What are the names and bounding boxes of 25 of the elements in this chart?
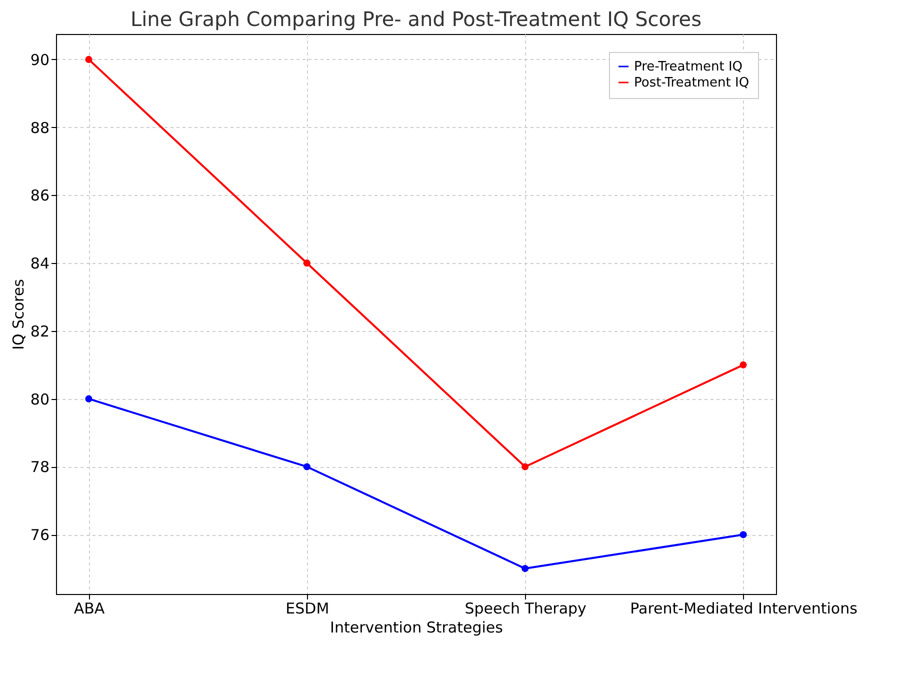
chart-title: Line Graph Comparing Pre- and Post-Treatment IQ Scores [130,7,702,31]
x-tick-label: ESDM [286,600,330,618]
point [85,395,92,402]
legend-label: Pre-Treatment IQ [634,60,743,74]
point [522,565,529,572]
y-tick-label: 84 [30,254,50,273]
point [740,361,747,368]
point [85,56,92,63]
y-tick-label: 88 [30,118,50,137]
x-axis-title: Intervention Strategies [330,618,504,636]
y-tick-label: 82 [30,322,50,340]
point [740,531,747,538]
y-tick-label: 86 [30,186,50,205]
x-tick-label: Speech Therapy [464,600,587,618]
y-tick-label: 76 [30,526,50,544]
y-tick-label: 80 [30,390,50,408]
point [303,463,310,470]
y-tick-label: 78 [30,458,50,476]
x-tick-label: Parent-Mediated Interventions [630,600,858,618]
legend-label: Post-Treatment IQ [634,76,750,90]
x-tick-label: ABA [74,600,106,618]
point [303,260,310,267]
y-tick-label: 90 [30,50,50,69]
point [522,463,529,470]
y-axis-title: IQ Scores [9,278,28,350]
